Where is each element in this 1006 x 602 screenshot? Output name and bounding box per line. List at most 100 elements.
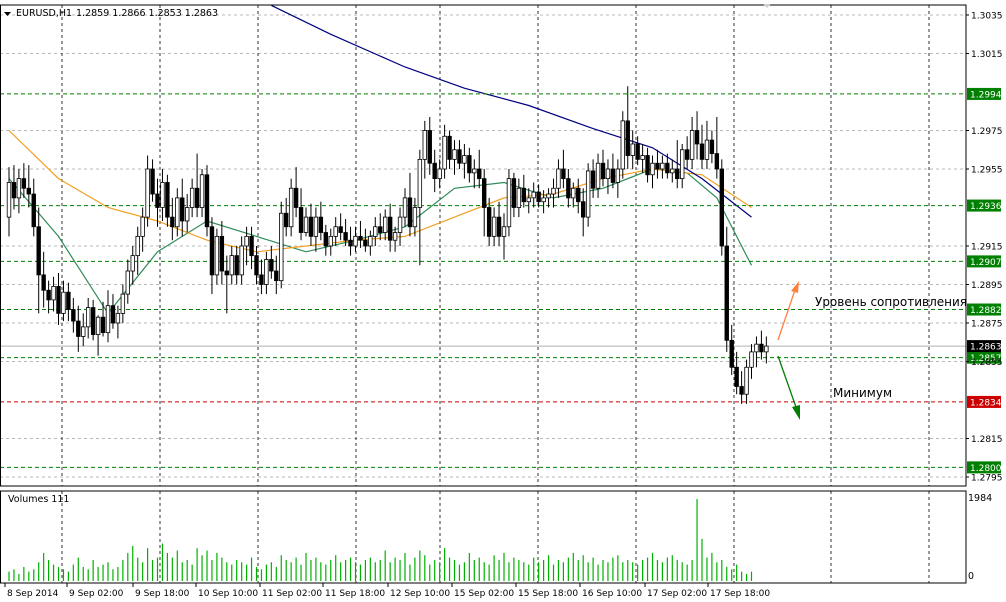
candle-bear: [714, 153, 720, 170]
resistance-annotation: Уровень сопротивления: [815, 295, 967, 309]
price-tick-label: 1.2955: [971, 166, 1003, 176]
candle-bull: [86, 307, 91, 328]
price-axis: 1.2994 1.2936 1.2907 1.2882 1.2857 1.2834 1.28…: [966, 12, 1003, 484]
time-tick-label: 12 Sep 10:00: [390, 589, 450, 599]
candle-bull: [95, 316, 101, 335]
candle-bull: [541, 197, 546, 203]
candle-bull: [313, 216, 319, 237]
candle-bear: [56, 286, 61, 314]
candle-bear: [709, 139, 715, 154]
candle-bear: [486, 207, 492, 237]
candle-bull: [472, 168, 477, 174]
candle-bear: [363, 239, 368, 247]
candle-bear: [387, 216, 393, 241]
candle-bear: [46, 289, 51, 301]
candle-bull: [288, 187, 294, 228]
candle-bear: [481, 178, 487, 208]
candle-bull: [546, 193, 551, 199]
candle-bull: [630, 143, 635, 156]
current-price-label: 1.2863: [970, 343, 1002, 353]
symbol-label: EURUSD,H1: [16, 8, 72, 19]
level-price-label: 1.2800: [970, 464, 1002, 474]
candle-bull: [704, 139, 710, 160]
level-price-tag: [967, 351, 1001, 364]
candle-bear: [274, 270, 279, 282]
time-tick-label: 11 Sep 02:00: [262, 589, 322, 599]
volume-panel-label: Volumes 111: [8, 494, 69, 505]
candle-bear: [378, 226, 383, 233]
candle-bear: [407, 197, 413, 228]
candle-bull: [585, 170, 591, 218]
candle-bull: [373, 226, 378, 237]
candle-bear: [308, 216, 314, 237]
candle-bull: [462, 155, 467, 164]
candle-bear: [155, 193, 160, 208]
candle-bear: [293, 187, 299, 208]
candle-bull: [353, 235, 358, 247]
candle-bear: [165, 182, 170, 218]
candle-bull: [526, 197, 531, 203]
symbol-dropdown-icon[interactable]: [4, 12, 11, 16]
candle-bull: [605, 168, 611, 180]
candle-bear: [298, 207, 304, 233]
price-tick-label: 1.2895: [971, 281, 1003, 291]
candle-bear: [249, 235, 254, 257]
candle-bull: [615, 168, 621, 183]
level-price-tag: [967, 303, 1001, 316]
candle-bull: [125, 270, 130, 295]
candle-bull: [239, 245, 244, 276]
time-tick-label: 17 Sep 18:00: [710, 589, 770, 599]
time-tick-label: 11 Sep 18:00: [325, 589, 385, 599]
candle-bear: [729, 339, 734, 368]
candle-bull: [749, 351, 754, 368]
candle-bear: [655, 162, 660, 170]
candle-bull: [556, 168, 561, 189]
candle-bear: [90, 307, 96, 335]
candle-bear: [110, 305, 116, 324]
candle-bear: [318, 216, 324, 233]
candle-bull: [397, 216, 403, 233]
candle-bear: [194, 187, 200, 208]
candle-bull: [199, 174, 205, 208]
price-tick-label: 1.2795: [971, 474, 1003, 484]
candle-bull: [650, 162, 655, 176]
candle-bear: [234, 255, 239, 276]
candle-bear: [100, 316, 106, 334]
candle-bear: [694, 130, 700, 145]
time-tick-label: 16 Sep 10:00: [582, 589, 642, 599]
candle-bull: [571, 187, 576, 199]
time-tick-label: 15 Sep 02:00: [454, 589, 514, 599]
level-price-tag: [967, 87, 1001, 100]
candle-bear: [150, 168, 155, 195]
candle-bear: [36, 226, 41, 276]
volume-panel-frame: [0, 490, 967, 584]
candle-bear: [759, 343, 764, 353]
candle-bear: [338, 226, 343, 233]
candle-bull: [303, 216, 309, 233]
candle-bear: [581, 201, 586, 218]
candle-bull: [279, 212, 284, 282]
candle-bull: [551, 187, 556, 195]
candle-bear: [259, 274, 264, 285]
candle-bear: [561, 168, 566, 180]
candle-bull: [61, 291, 66, 314]
candle-bull: [402, 197, 408, 218]
price-tick-label: 1.2815: [971, 435, 1003, 445]
level-price-label: 1.2936: [970, 202, 1002, 212]
candle-bull: [333, 226, 338, 237]
candle-bear: [269, 259, 274, 272]
candle-bear: [699, 143, 705, 160]
resistance-arrow-shaft: [777, 286, 797, 341]
candle-bull: [145, 168, 150, 218]
candle-bear: [432, 162, 437, 180]
candle-bear: [348, 239, 353, 247]
price-tick-label: 1.2875: [971, 320, 1003, 330]
candle-bear: [536, 191, 541, 203]
time-tick-label: 10 Sep 10:00: [198, 589, 258, 599]
level-price-tag: [967, 199, 1001, 212]
candle-bear: [204, 174, 210, 228]
level-price-label: 1.2907: [970, 258, 1002, 268]
level-price-label: 1.2834: [970, 398, 1002, 408]
